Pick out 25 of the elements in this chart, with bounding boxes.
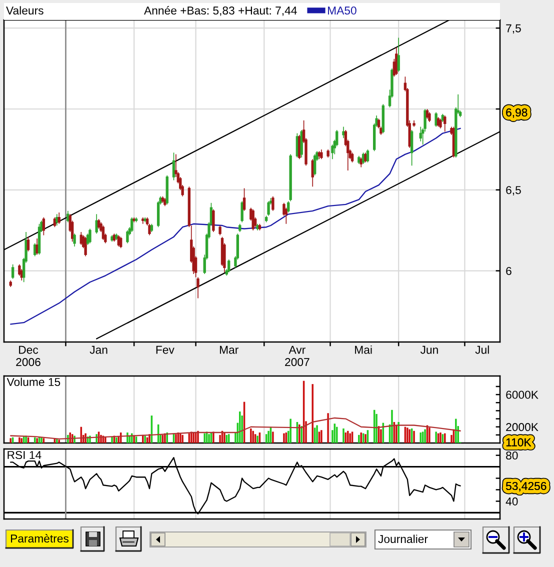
x-tick-label: Fev <box>156 346 174 354</box>
y-tick-label: 53,4256 <box>506 482 546 492</box>
text: Journalier <box>378 534 428 544</box>
x-tick-label: Mar <box>220 346 238 354</box>
y-tick-label: 40 <box>506 497 518 506</box>
x-tick-label: Dec 2006 <box>16 346 40 366</box>
y-tick-label: 6,98 <box>506 108 528 118</box>
text: Paramètres <box>11 534 69 543</box>
chart-title: RSI 14 <box>8 450 42 460</box>
chart-subtitle: Année +Bas: 5,83 +Haut: 7,44 <box>144 6 297 16</box>
y-tick-label: 2000K <box>506 423 538 432</box>
x-tick-label: Jan <box>90 346 108 354</box>
x-tick-label: Jul <box>475 345 489 354</box>
y-tick-label: 6,5 <box>506 186 521 196</box>
x-tick-label: Avr 2007 <box>285 346 310 366</box>
x-tick-label: Mai <box>355 345 372 354</box>
y-tick-label: 80 <box>506 451 518 460</box>
legend-label: MA50 <box>328 6 356 15</box>
y-tick-label: 110K <box>506 438 532 446</box>
y-tick-label: 6000K <box>506 390 538 399</box>
x-tick-label: Jun <box>420 346 438 354</box>
legend-title: Valeurs <box>6 6 44 15</box>
chart-title: Volume 15 <box>6 378 60 386</box>
y-tick-label: 6 <box>506 266 512 276</box>
y-tick-label: 7,5 <box>506 24 521 34</box>
